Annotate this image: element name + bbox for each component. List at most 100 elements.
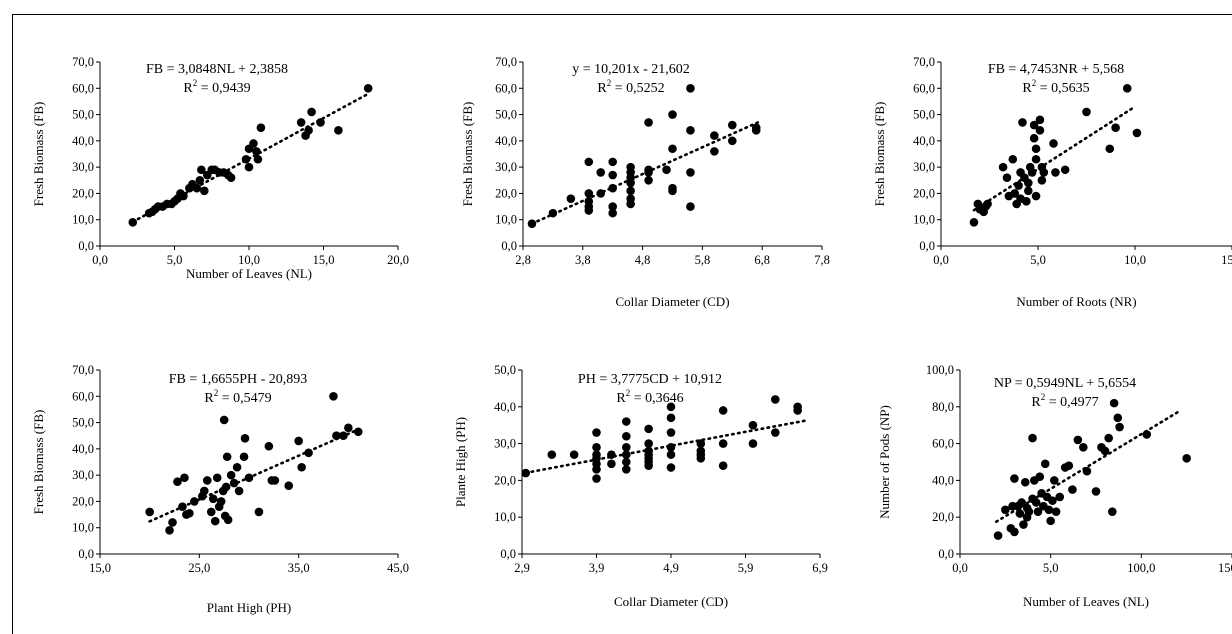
- data-point: [240, 452, 249, 461]
- data-point: [1018, 118, 1027, 127]
- y-tick-label: 40,0: [913, 134, 935, 148]
- data-point: [622, 450, 631, 459]
- x-tick-label: 25,0: [188, 561, 210, 575]
- r-squared: R2 = 0,4977: [1031, 392, 1098, 410]
- data-point: [1052, 507, 1061, 516]
- data-point: [1008, 155, 1017, 164]
- chart-5: 0,010,020,030,040,050,02,9 3,9 4,9 5,9 6,9Co…: [453, 363, 828, 609]
- data-point: [297, 463, 306, 472]
- data-point: [254, 155, 263, 164]
- x-tick-label: 20,0: [387, 253, 409, 267]
- y-tick-label: 100,0: [926, 363, 954, 377]
- data-point: [209, 495, 218, 504]
- data-point: [168, 518, 177, 527]
- x-tick-label: 15,0: [313, 253, 335, 267]
- data-point: [592, 428, 601, 437]
- data-point: [1025, 507, 1034, 516]
- r-squared: R2 = 0,5252: [597, 78, 664, 96]
- x-axis-label: Collar Diameter (CD): [615, 294, 729, 309]
- data-point: [1010, 528, 1019, 537]
- data-point: [245, 163, 254, 172]
- data-point: [316, 118, 325, 127]
- data-point: [749, 439, 758, 448]
- data-point: [1032, 144, 1041, 153]
- data-point: [668, 144, 677, 153]
- data-point: [1065, 461, 1074, 470]
- data-point: [255, 508, 264, 517]
- data-point: [644, 176, 653, 185]
- data-point: [179, 192, 188, 201]
- data-point: [1068, 485, 1077, 494]
- data-point: [304, 449, 313, 458]
- r-squared: R2 = 0,9439: [183, 78, 250, 96]
- data-point: [608, 171, 617, 180]
- x-axis-label: Plant High (PH): [207, 600, 292, 615]
- chart-1: 0,010,020,030,040,050,060,070,00,0 5,0 10,…: [31, 55, 409, 281]
- data-point: [622, 417, 631, 426]
- data-point: [1010, 474, 1019, 483]
- y-tick-label: 60,0: [72, 389, 94, 403]
- y-tick-label: 40,0: [72, 442, 94, 456]
- data-point: [644, 118, 653, 127]
- data-point: [1104, 434, 1113, 443]
- data-point: [667, 428, 676, 437]
- data-point: [245, 473, 254, 482]
- data-point: [771, 395, 780, 404]
- y-axis-label: Fresh Biomass (FB): [460, 102, 475, 207]
- regression-equation: FB = 1,6655PH - 20,893: [169, 372, 308, 387]
- data-point: [1041, 460, 1050, 469]
- x-tick-label: 45,0: [387, 561, 409, 575]
- data-point: [549, 209, 558, 218]
- data-point: [667, 443, 676, 452]
- data-point: [994, 531, 1003, 540]
- data-point: [1030, 134, 1039, 143]
- data-point: [294, 437, 303, 446]
- data-point: [668, 187, 677, 196]
- data-point: [728, 137, 737, 146]
- data-point: [567, 194, 576, 203]
- data-point: [178, 502, 187, 511]
- chart-4: 0,010,020,030,040,050,060,070,015,0 25,0 3…: [31, 363, 409, 615]
- data-point: [233, 463, 242, 472]
- y-tick-label: 50,0: [495, 108, 517, 122]
- y-tick-label: 30,0: [72, 468, 94, 482]
- data-point: [626, 187, 635, 196]
- data-point: [1105, 144, 1114, 153]
- x-tick-label: 0,0: [933, 253, 949, 267]
- data-point: [584, 189, 593, 198]
- data-point: [241, 434, 250, 443]
- data-point: [1003, 173, 1012, 182]
- y-tick-label: 20,0: [494, 473, 516, 487]
- y-tick-label: 0,0: [938, 547, 954, 561]
- y-tick-label: 40,0: [72, 134, 94, 148]
- chart-3: 0,010,020,030,040,050,060,070,00,0 5,0 10,…: [872, 55, 1232, 309]
- y-tick-label: 20,0: [913, 186, 935, 200]
- data-point: [329, 392, 338, 401]
- data-point: [249, 139, 258, 148]
- data-point: [626, 179, 635, 188]
- y-tick-label: 80,0: [932, 400, 954, 414]
- data-point: [242, 155, 251, 164]
- x-tick-label: 2,8: [515, 253, 531, 267]
- x-tick-label: 100,0: [1127, 561, 1155, 575]
- data-point: [227, 173, 236, 182]
- data-point: [592, 474, 601, 483]
- data-point: [668, 110, 677, 119]
- y-axis-label: Number of Pods (NP): [877, 405, 892, 519]
- y-axis-label: Fresh Biomass (FB): [31, 102, 46, 207]
- data-point: [185, 509, 194, 518]
- y-tick-label: 40,0: [494, 400, 516, 414]
- y-tick-label: 60,0: [495, 81, 517, 95]
- data-point: [1055, 493, 1064, 502]
- data-point: [344, 424, 353, 433]
- r-squared: R2 = 0,5635: [1022, 78, 1089, 96]
- data-point: [1092, 487, 1101, 496]
- y-axis-label: Plante High (PH): [453, 417, 468, 507]
- data-point: [1024, 187, 1033, 196]
- y-tick-label: 10,0: [913, 213, 935, 227]
- data-point: [667, 463, 676, 472]
- regression-equation: PH = 3,7775CD + 10,912: [578, 372, 722, 387]
- data-point: [297, 118, 306, 127]
- x-axis-label: Number of Leaves (NL): [186, 266, 312, 281]
